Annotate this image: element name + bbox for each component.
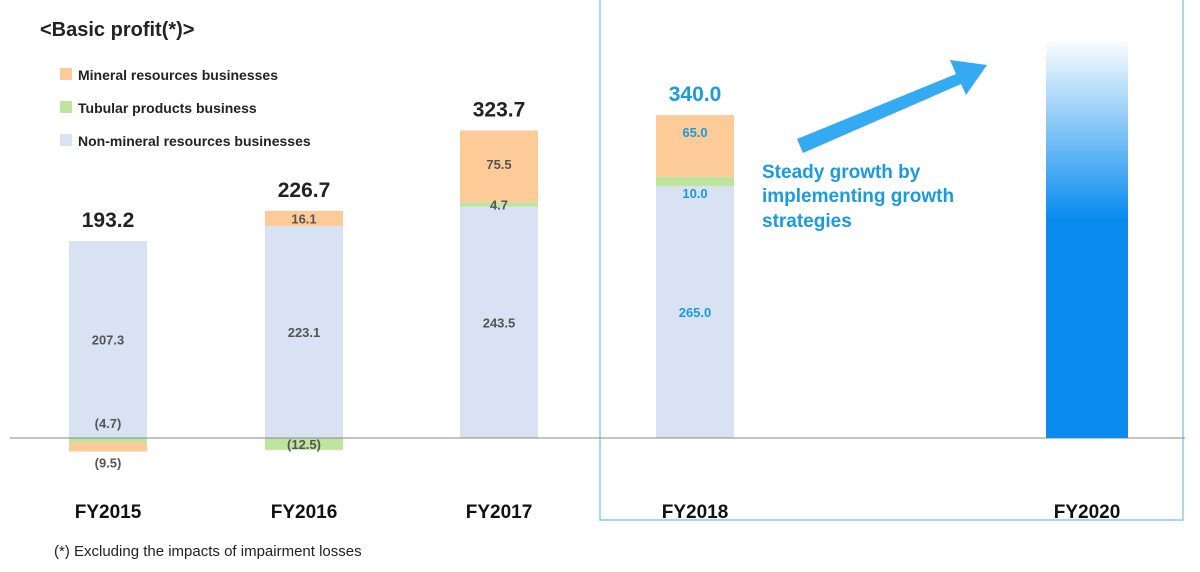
segment-label-mineral-fy2015: (9.5) [95,455,122,470]
fy2020-target-bar [1046,38,1128,438]
bars-group: 207.3 (4.7) (9.5) 193.2 223.1 (12.5) 16.1 226.7… [69,83,734,470]
segment-label-non-mineral-fy2015: 207.3 [92,333,125,348]
bar-tubular-fy2018 [656,176,734,187]
category-label-fy2016: FY2016 [271,502,338,523]
growth-arrow-icon [797,60,987,153]
segment-label-mineral-fy2017: 75.5 [486,157,511,172]
growth-annotation: Steady growth by implementing growth str… [762,162,959,232]
legend-label-mineral: Mineral resources businesses [78,67,278,83]
category-label-fy2018: FY2018 [662,502,729,523]
total-label-fy2016: 226.7 [278,179,331,202]
annotation-line-3: strategies [762,211,852,232]
segment-label-tubular-fy2016: (12.5) [287,437,321,452]
bar-mineral-fy2017 [460,130,538,203]
segment-label-non-mineral-fy2018: 265.0 [679,305,712,320]
category-label-fy2020: FY2020 [1054,502,1121,523]
chart-title: <Basic profit(*)> [40,19,194,41]
legend-swatch-non-mineral [60,134,72,146]
category-label-fy2015: FY2015 [75,502,142,523]
segment-label-tubular-fy2015: (4.7) [95,416,122,431]
legend: Mineral resources businesses Tubular pro… [60,67,311,149]
bar-non-mineral-fy2016 [265,226,343,438]
annotation-line-2: implementing growth [762,186,954,207]
segment-label-non-mineral-fy2016: 223.1 [288,325,321,340]
bar-non-mineral-fy2017 [460,206,538,438]
bar-tubular-fy2016 [265,438,343,450]
plan-frame [599,0,1184,521]
category-label-fy2017: FY2017 [466,502,533,523]
bar-mineral-fy2018 [656,115,734,177]
bar-mineral-fy2015 [69,442,147,452]
annotation-line-1: Steady growth by [762,162,921,183]
segment-label-tubular-fy2017: 4.7 [490,197,508,212]
bar-non-mineral-fy2018 [656,186,734,438]
legend-swatch-tubular [60,101,72,113]
bar-mineral-fy2016 [265,210,343,227]
total-label-fy2018: 340.0 [669,83,722,106]
footnote: (*) Excluding the impacts of impairment … [54,543,362,560]
bar-tubular-fy2017 [460,202,538,207]
segment-label-mineral-fy2018: 65.0 [682,125,707,140]
total-label-fy2015: 193.2 [82,209,135,232]
bar-non-mineral-fy2015 [69,241,147,438]
segment-label-mineral-fy2016: 16.1 [291,211,316,226]
legend-swatch-mineral [60,68,72,80]
total-label-fy2017: 323.7 [473,98,526,121]
legend-label-tubular: Tubular products business [78,100,257,116]
bar-tubular-fy2015 [69,438,147,443]
segment-label-non-mineral-fy2017: 243.5 [483,315,516,330]
segment-label-tubular-fy2018: 10.0 [682,186,707,201]
legend-label-non-mineral: Non-mineral resources businesses [78,133,311,149]
